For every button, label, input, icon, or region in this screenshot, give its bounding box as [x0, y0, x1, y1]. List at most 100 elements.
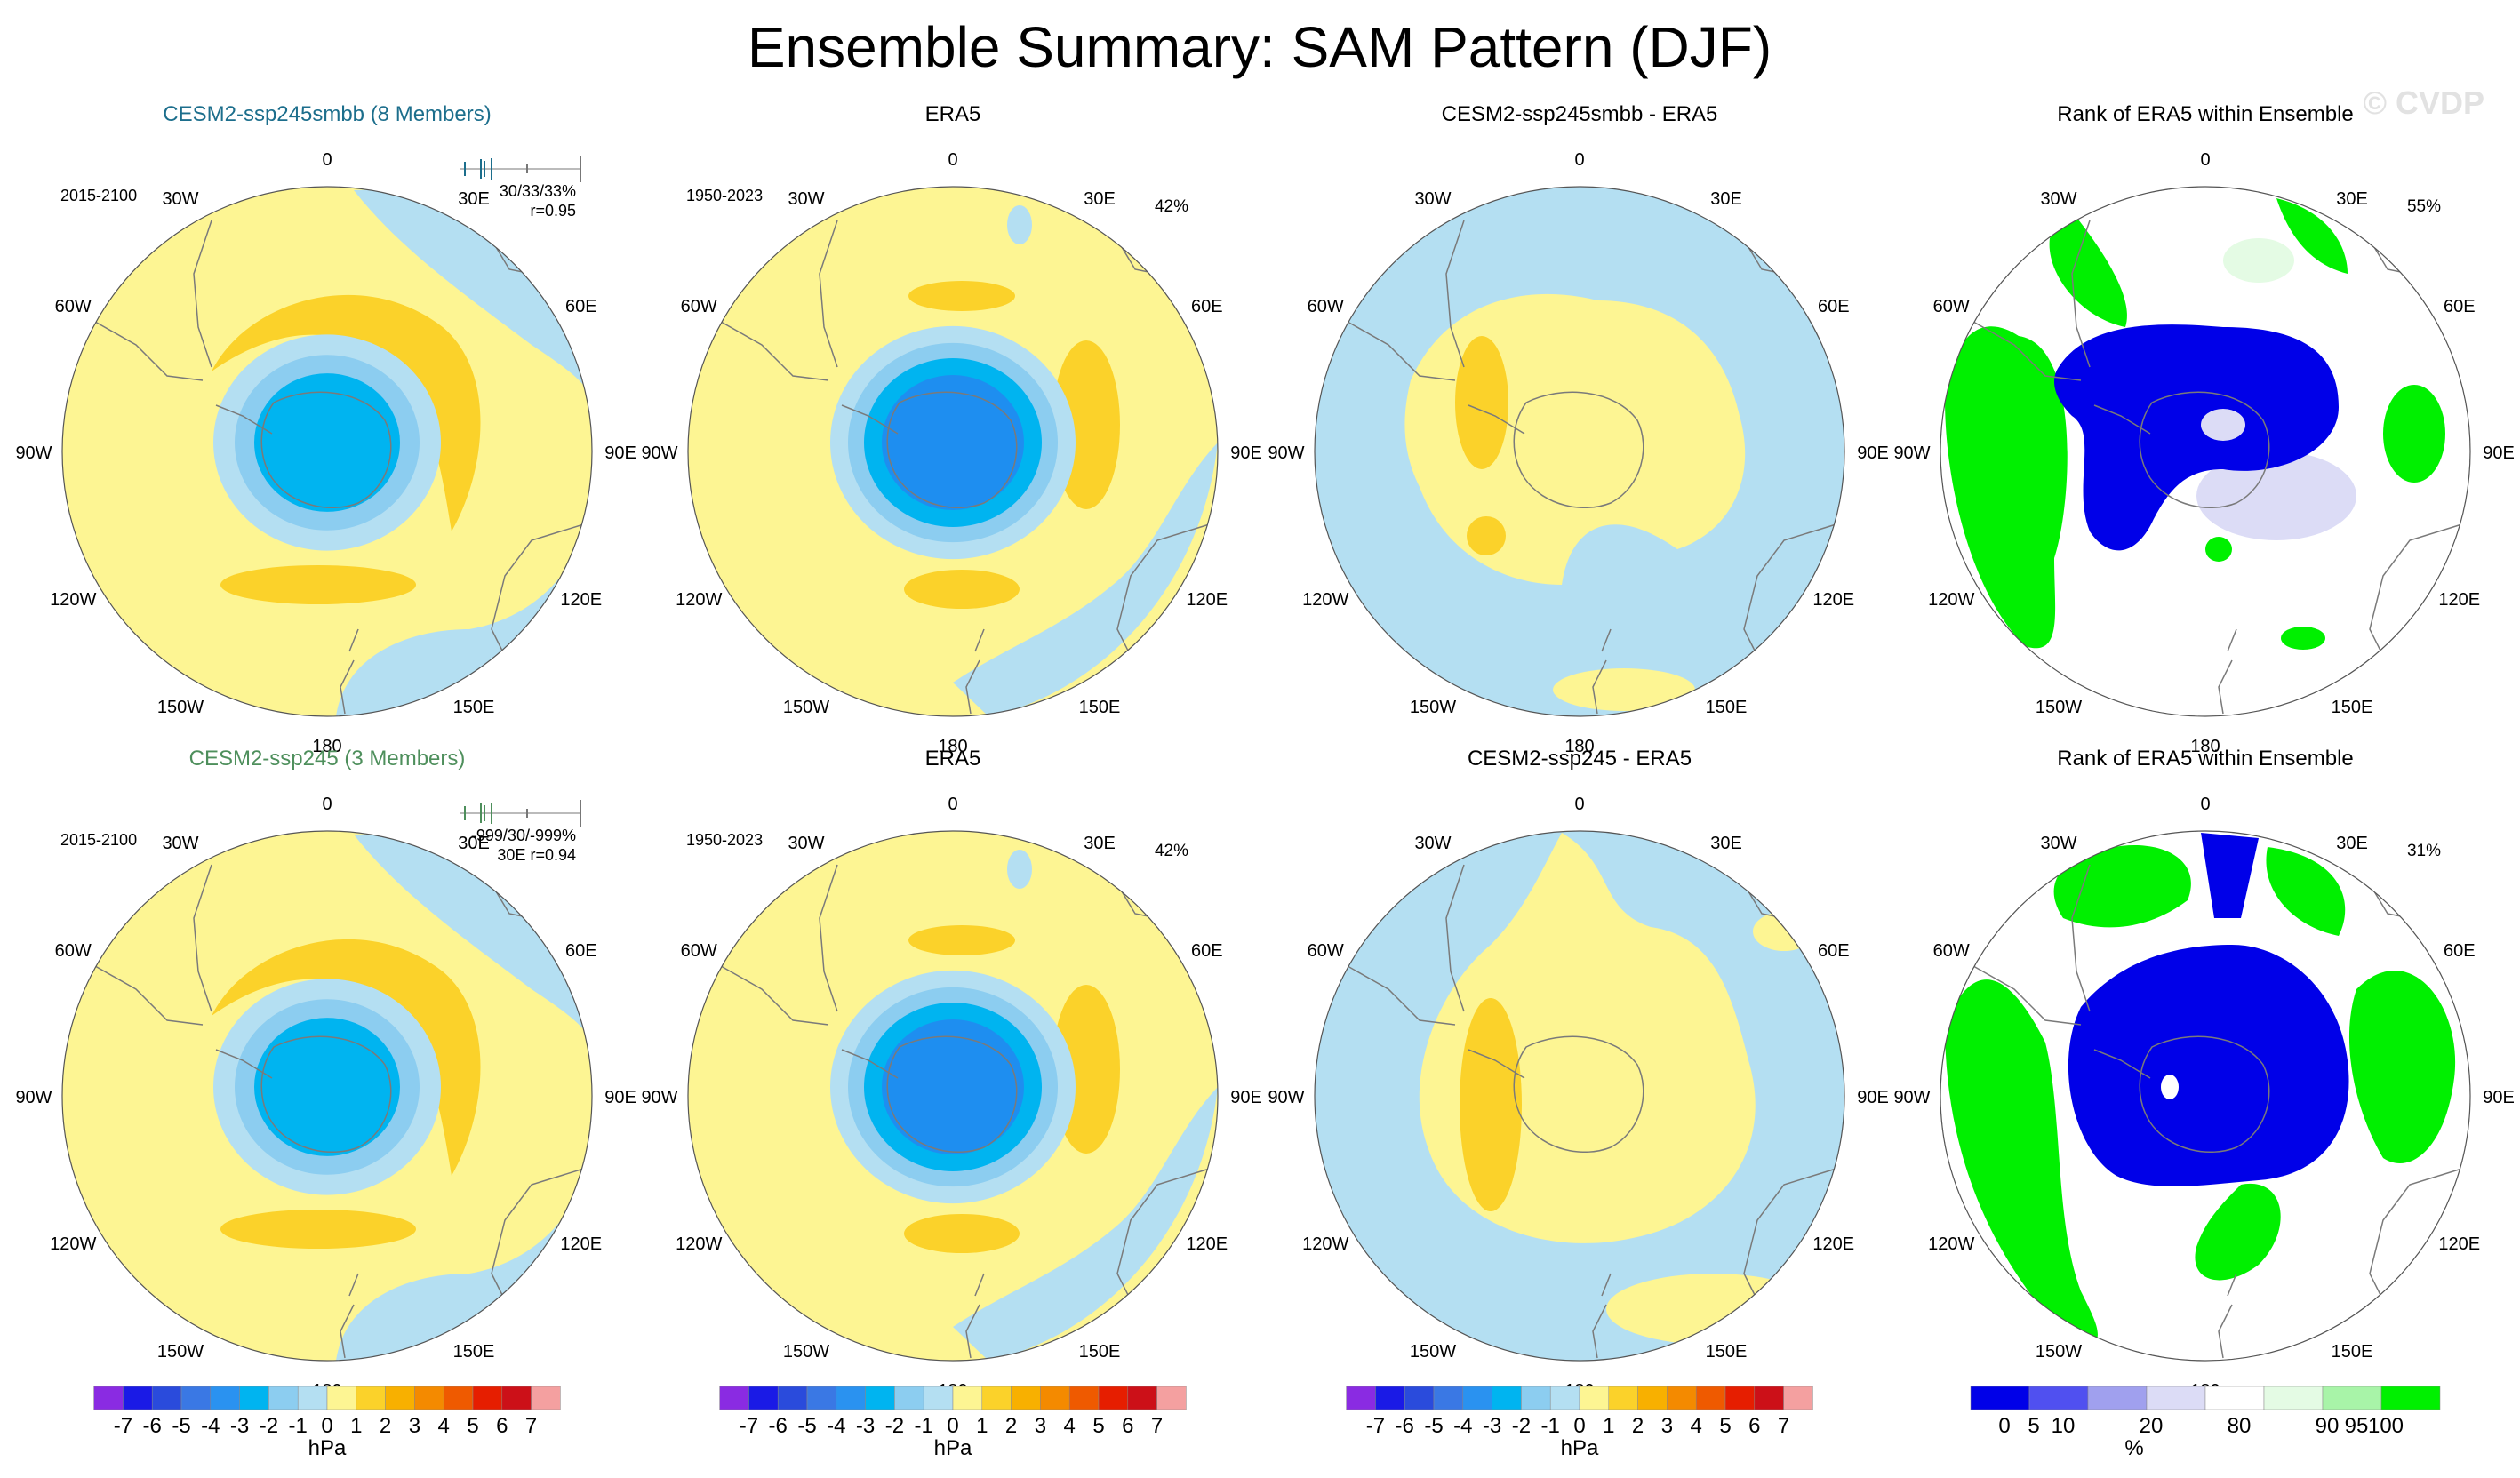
- longitude-label-90w: 90W: [641, 1088, 677, 1107]
- australia-coast: [1116, 1166, 1216, 1301]
- south-america-coast: [714, 220, 838, 381]
- colorbar-cell: [2146, 1386, 2206, 1410]
- longitude-label-150w: 150W: [157, 698, 204, 717]
- longitude-label-0: 0: [322, 795, 332, 814]
- colorbar-cell: [923, 1386, 954, 1410]
- longitude-label-150e: 150E: [1079, 1342, 1121, 1362]
- colorbar-tick-label: -1: [289, 1414, 308, 1438]
- longitude-label-30e: 30E: [1084, 834, 1116, 853]
- colorbar-cell: [501, 1386, 532, 1410]
- map-boundary: [1314, 186, 1845, 717]
- longitude-label-0: 0: [948, 795, 957, 814]
- rank-mid-low-region: [2196, 451, 2356, 540]
- colorbar-tick-label: -3: [1483, 1414, 1501, 1438]
- stats-line-1: 30/33/33%: [500, 182, 576, 200]
- longitude-label-150e: 150E: [1079, 698, 1121, 717]
- longitude-label-120w: 120W: [1302, 590, 1348, 610]
- field-negative-region: [953, 443, 1218, 716]
- field-positive-band: [1467, 516, 1506, 555]
- map-field: [688, 187, 1218, 716]
- antarctica-coast: [2139, 391, 2270, 509]
- longitude-label-150w: 150W: [2036, 1342, 2082, 1362]
- field-positive-region: [1753, 912, 1815, 951]
- longitude-label-90e: 90E: [2483, 1088, 2515, 1107]
- colorbar-cell: [443, 1386, 474, 1410]
- longitude-label-30w: 30W: [1414, 189, 1451, 209]
- stats-line-2: r=0.95: [530, 202, 576, 220]
- longitude-label-120w: 120W: [1302, 1234, 1348, 1254]
- colorbar-units: hPa: [308, 1436, 347, 1460]
- colorbar-tick-label: 6: [1748, 1414, 1760, 1438]
- colorbar-cell: [531, 1386, 561, 1410]
- pattern-percent: 42%: [1155, 197, 1188, 216]
- longitude-label-120e: 120E: [1812, 590, 1854, 610]
- map-field: [1315, 187, 1844, 716]
- south-america-coast: [1966, 864, 2091, 1026]
- longitude-label-120w: 120W: [1928, 1234, 1974, 1254]
- longitude-label-120w: 120W: [50, 590, 96, 610]
- rank-high-region: [2205, 537, 2232, 562]
- field-negative-region: [1007, 850, 1032, 889]
- colorbar-cell: [1579, 1386, 1610, 1410]
- map-field: [1940, 187, 2470, 716]
- colorbar-tick-label: 7: [1778, 1414, 1789, 1438]
- colorbar-tick-label: 5: [467, 1414, 478, 1438]
- longitude-label-30w: 30W: [162, 834, 198, 853]
- colorbar-hpa-3: -7 -6 -5 -4 -3 -2 -1 0 1 2 3 4 5 6 7 hPa: [1346, 1386, 1813, 1460]
- longitude-label-150e: 150E: [1706, 698, 1748, 717]
- colorbar-tick-label: 4: [438, 1414, 450, 1438]
- colorbar-tick-label: -2: [885, 1414, 904, 1438]
- field-positive-region: [1606, 1274, 1820, 1345]
- longitude-label-30e: 30E: [2336, 834, 2368, 853]
- colorbar-tick-label: -3: [230, 1414, 249, 1438]
- rank-mid-low-region: [2201, 409, 2245, 441]
- field-positive-band: [908, 281, 1015, 311]
- colorbar-tick-label: -6: [769, 1414, 788, 1438]
- period-label: 1950-2023: [686, 831, 763, 849]
- colorbar-cell: [297, 1386, 328, 1410]
- rank-high-region: [2266, 847, 2346, 936]
- colorbar-cell: [123, 1386, 153, 1410]
- colorbar-units: %: [2124, 1436, 2143, 1460]
- pattern-percent: 31%: [2407, 842, 2441, 860]
- longitude-label-120e: 120E: [1812, 1234, 1854, 1254]
- field-positive-band: [904, 1214, 1020, 1253]
- polar-low-contour-3: [254, 1018, 400, 1156]
- colorbar-tick-label: -2: [1512, 1414, 1531, 1438]
- longitude-label-60e: 60E: [565, 297, 597, 316]
- pattern-percent: 55%: [2407, 197, 2441, 216]
- figure-title: Ensemble Summary: SAM Pattern (DJF): [748, 15, 1772, 79]
- field-negative-region: [336, 531, 592, 716]
- colorbar-cell: [1375, 1386, 1405, 1410]
- australia-coast: [491, 522, 590, 657]
- peninsula-coast: [841, 404, 899, 435]
- longitude-label-60w: 60W: [1308, 297, 1344, 316]
- colorbar-tick-label: 1: [1603, 1414, 1614, 1438]
- rank-high-region: [2281, 627, 2325, 650]
- field-positive-band: [220, 565, 416, 604]
- rank-high-region: [2276, 198, 2348, 274]
- colorbar-tick-label: -2: [260, 1414, 278, 1438]
- australia-coast: [2369, 1166, 2468, 1301]
- longitude-label-0: 0: [2200, 795, 2210, 814]
- colorbar-tick-label: 7: [525, 1414, 537, 1438]
- longitude-label-60e: 60E: [2444, 297, 2476, 316]
- colorbar-cell: [1970, 1386, 2030, 1410]
- australia-coast: [2369, 522, 2468, 657]
- peninsula-coast: [2093, 1049, 2151, 1079]
- colorbar-tick-label: -4: [1453, 1414, 1472, 1438]
- colorbar-cell: [836, 1386, 866, 1410]
- colorbar-cell: [210, 1386, 240, 1410]
- south-america-coast: [88, 220, 212, 381]
- longitude-label-120e: 120E: [2438, 1234, 2480, 1254]
- longitude-label-90w: 90W: [1268, 1088, 1304, 1107]
- colorbar-cell: [1462, 1386, 1492, 1410]
- colorbar-cell: [326, 1386, 357, 1410]
- longitude-label-0: 0: [948, 150, 957, 170]
- colorbar-cell: [748, 1386, 779, 1410]
- colorbar-cell: [2322, 1386, 2382, 1410]
- colorbar-cell: [719, 1386, 749, 1410]
- longitude-label-150e: 150E: [2332, 698, 2373, 717]
- longitude-label-180: 180: [312, 737, 341, 756]
